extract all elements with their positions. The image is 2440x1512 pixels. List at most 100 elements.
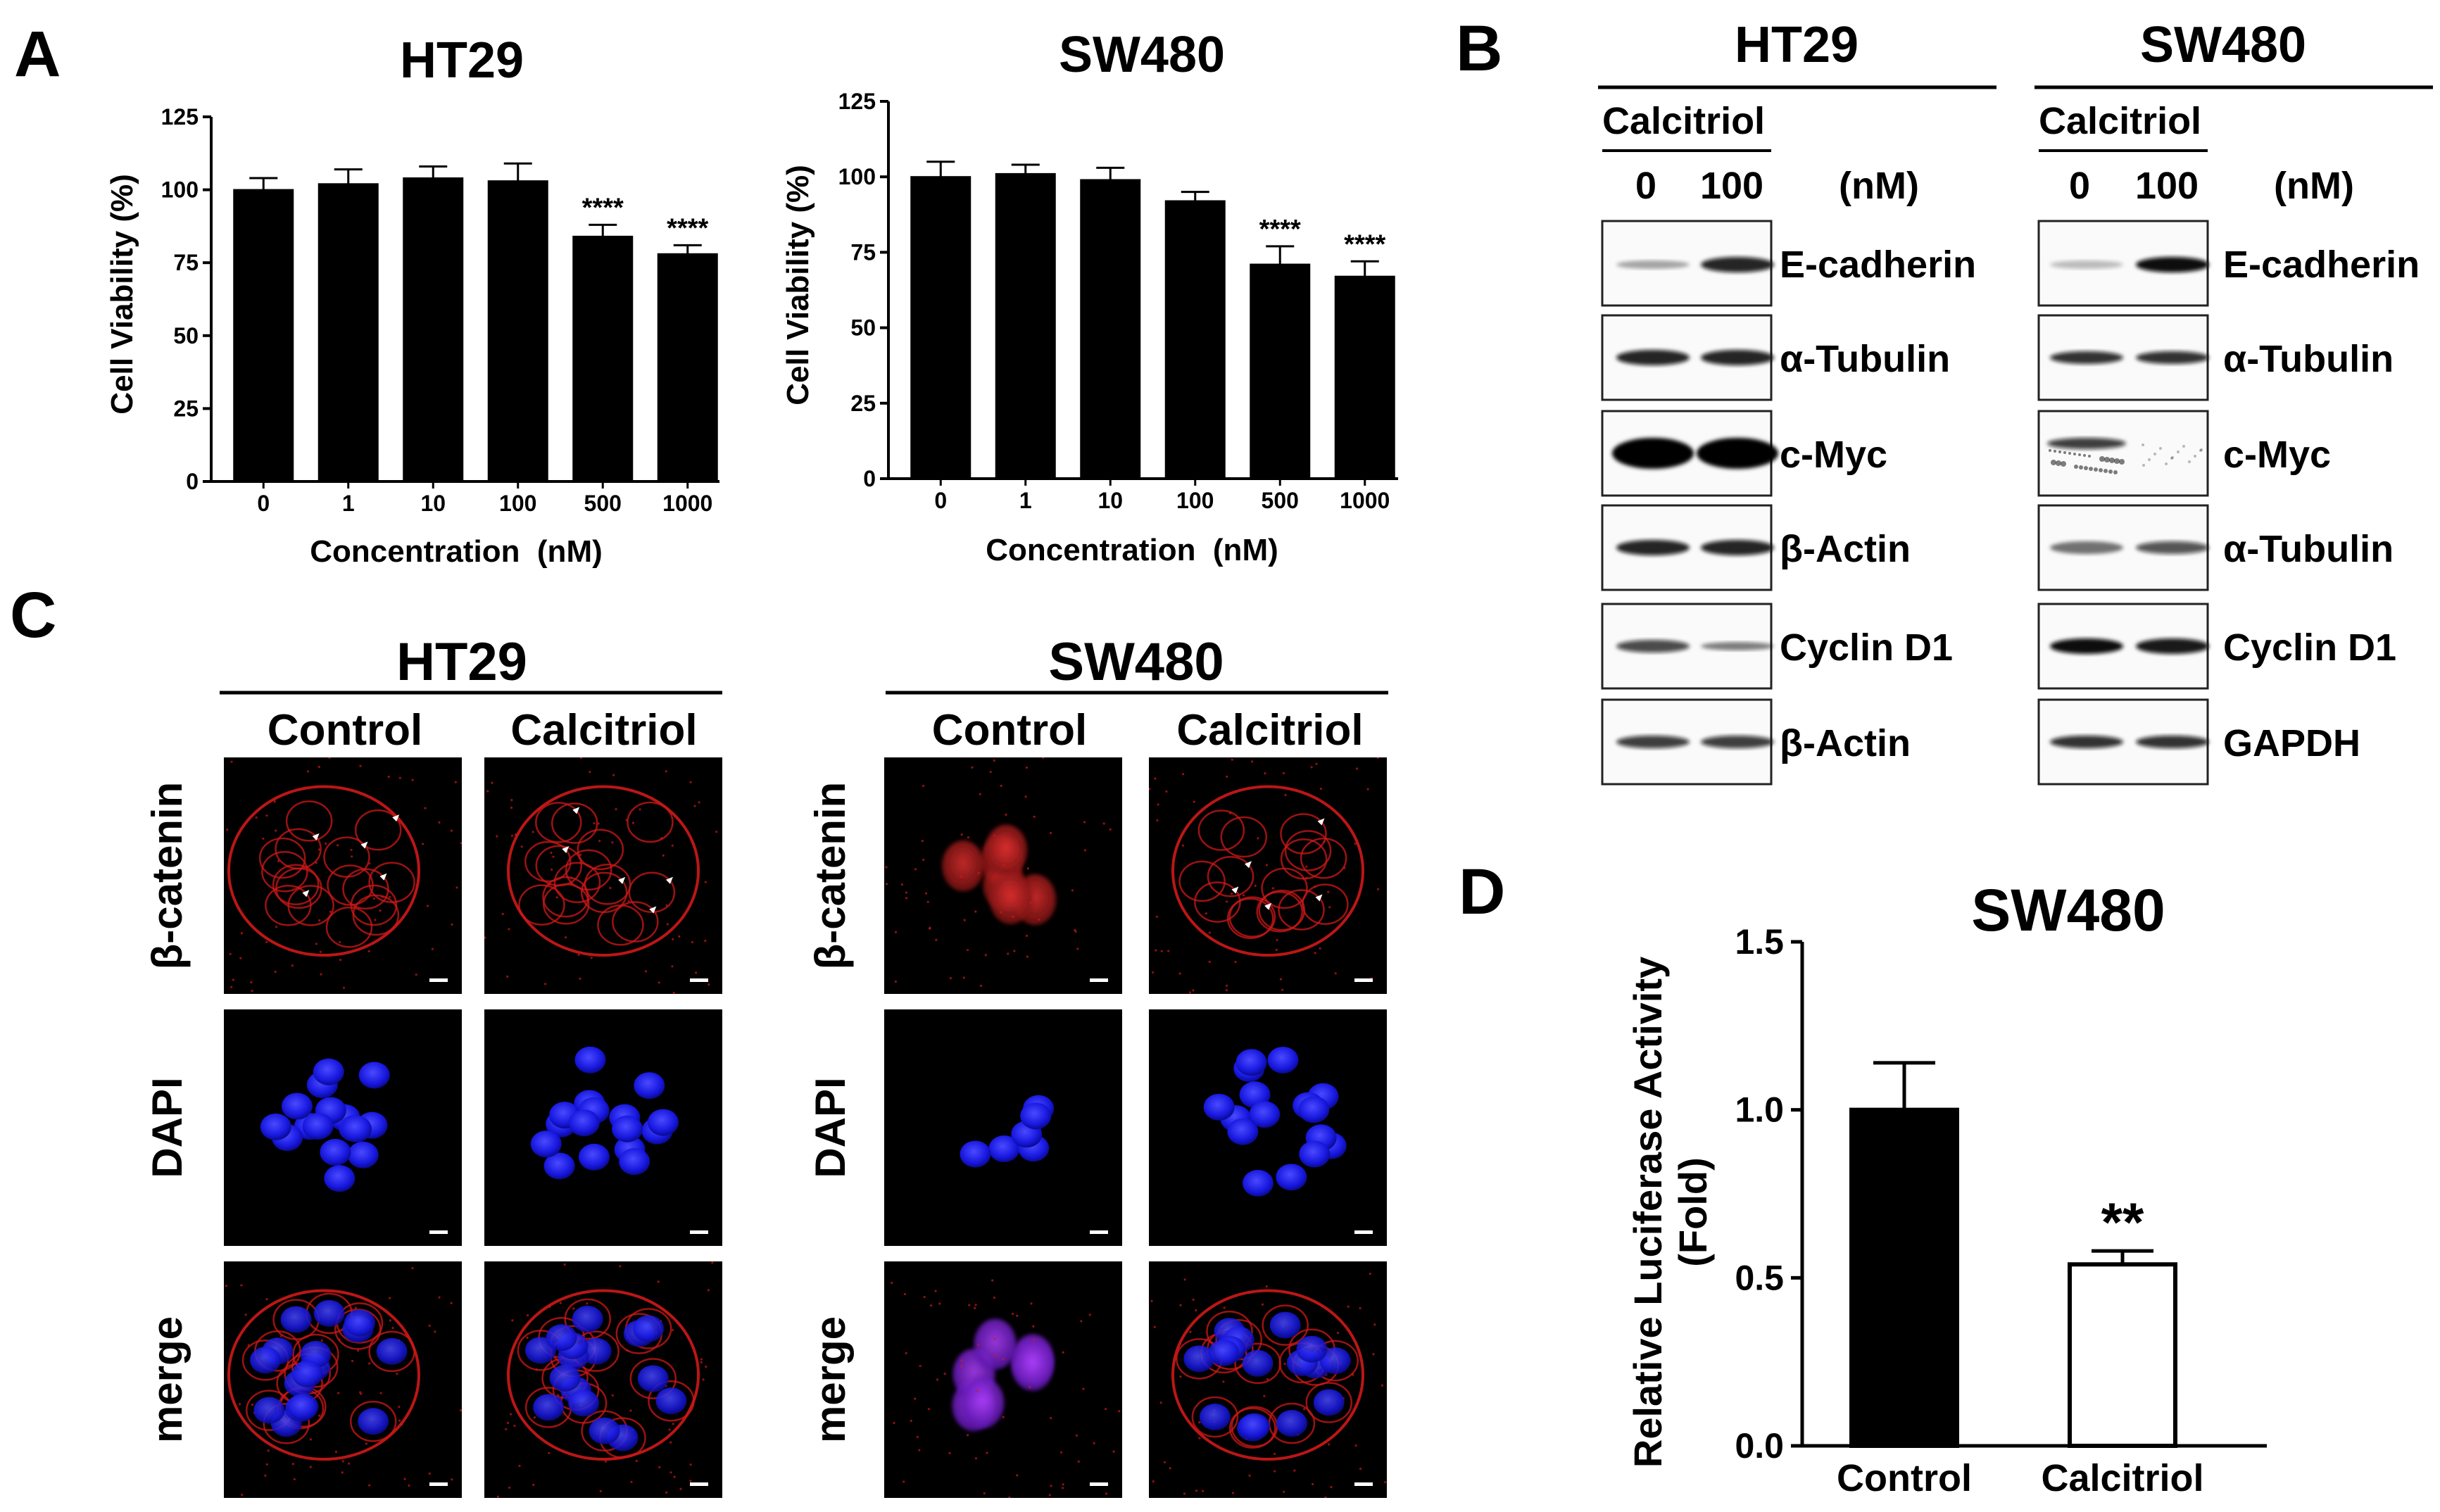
- band: [2136, 351, 2209, 364]
- scale-bar: [429, 1230, 448, 1234]
- micrograph-merge: [224, 1261, 462, 1498]
- chart-title: SW480: [1059, 27, 1225, 83]
- band: [1616, 540, 1690, 555]
- band-speckle: [2094, 467, 2098, 472]
- protein-label: E-cadherin: [2223, 244, 2420, 286]
- micrograph-catenin: [884, 757, 1122, 994]
- blot-frame: [2037, 410, 2209, 497]
- blot-strip: [1601, 698, 1774, 786]
- band-speckle: [2073, 453, 2076, 455]
- band-speckle: [2088, 455, 2091, 458]
- y-tick-label: 50: [850, 315, 876, 341]
- micrograph-dapi: [884, 1009, 1122, 1246]
- band: [1616, 736, 1690, 748]
- blot-group: HT29 Calcitriol 0 100 (nM) E-cadherin α-Tubuli…: [1598, 17, 1996, 786]
- micrograph-background: [1149, 1009, 1387, 1246]
- stain-label: merge: [144, 1316, 191, 1443]
- treatment-label: Calcitriol: [2039, 100, 2201, 142]
- band: [1701, 642, 1774, 650]
- protein-label: E-cadherin: [1780, 244, 1976, 286]
- x-tick-label: 10: [1098, 488, 1123, 513]
- blot-strip: [1601, 603, 1774, 690]
- luciferase-chart: SW480 Relative Luciferase Activity (Fold…: [1625, 877, 2267, 1499]
- bar: [1080, 179, 1141, 479]
- stain-label: β-catenin: [144, 782, 191, 970]
- micrograph-background: [884, 1009, 1122, 1246]
- x-tick-label: 100: [1176, 488, 1214, 513]
- band: [1616, 350, 1690, 365]
- dose-label: 100: [2135, 165, 2199, 207]
- band-speckle: [2142, 443, 2144, 446]
- micrograph-background: [484, 1009, 722, 1246]
- micrograph-background: [884, 1261, 1122, 1498]
- blot-strip: [1601, 504, 1774, 591]
- significance-marker: **: [2101, 1191, 2144, 1253]
- unit-label: (nM): [2274, 165, 2354, 207]
- protein-label: α-Tubulin: [2223, 528, 2394, 570]
- blot-strip: [2037, 698, 2209, 786]
- band-speckle: [2199, 449, 2202, 452]
- bar: [317, 183, 379, 482]
- band: [2050, 541, 2123, 554]
- micrograph-catenin: [224, 757, 462, 994]
- band: [2050, 736, 2123, 748]
- y-tick-label: 100: [838, 164, 876, 189]
- cell-line-title: HT29: [396, 632, 527, 692]
- plot-area: Control ** Calcitriol 0.0 0.5 1.0 1.5: [1735, 922, 2267, 1499]
- y-tick-label: 75: [173, 250, 199, 275]
- western-blot-panel: HT29 Calcitriol 0 100 (nM) E-cadherin α-Tubuli…: [1598, 17, 2433, 786]
- protein-label: GAPDH: [2223, 722, 2360, 764]
- band-speckle: [2108, 470, 2113, 474]
- scale-bar: [1354, 1482, 1373, 1486]
- scale-bar: [690, 1482, 708, 1486]
- micrograph-background: [484, 757, 722, 994]
- band: [2050, 638, 2123, 654]
- band-speckle: [2119, 459, 2125, 465]
- significance-marker: ****: [582, 193, 624, 222]
- band: [2136, 638, 2209, 654]
- y-tick-label: 1.0: [1735, 1090, 1784, 1130]
- band-speckle: [2142, 464, 2145, 467]
- band: [1697, 438, 1778, 469]
- band: [1701, 257, 1774, 272]
- band-speckle: [2182, 445, 2185, 448]
- blot-strip: [1601, 410, 1778, 497]
- scale-bar: [429, 1482, 448, 1486]
- x-tick-label: 500: [584, 491, 622, 516]
- blot-strip: [2037, 504, 2209, 591]
- treatment-label: Calcitriol: [1602, 100, 1765, 142]
- x-tick-label: 0: [257, 491, 270, 516]
- bar: [1164, 200, 1226, 479]
- x-tick-label: 1: [1019, 488, 1032, 513]
- bar: [572, 235, 634, 482]
- band: [1701, 350, 1774, 365]
- y-tick-label: 25: [173, 396, 199, 421]
- significance-marker: ****: [1259, 215, 1301, 244]
- band-speckle: [2099, 456, 2105, 462]
- x-axis-label: Concentration (nM): [310, 534, 603, 569]
- protein-label: α-Tubulin: [2223, 338, 2394, 380]
- band-speckle: [2171, 456, 2174, 459]
- y-axis-label-unit: (Fold): [1671, 1157, 1715, 1266]
- chart-title: HT29: [400, 32, 524, 89]
- blot-strip: [2037, 603, 2209, 690]
- protein-label: β-Actin: [1780, 528, 1911, 570]
- scale-bar: [429, 978, 448, 982]
- band-speckle: [2099, 468, 2103, 472]
- band: [2136, 736, 2209, 748]
- scale-bar: [1090, 1482, 1108, 1486]
- blot-strip: [1601, 220, 1774, 307]
- blot-cell-line-title: HT29: [1735, 17, 1859, 73]
- band-speckle: [2089, 467, 2093, 471]
- dose-label: 0: [2069, 165, 2090, 207]
- band-speckle: [2200, 448, 2203, 451]
- protein-label: Cyclin D1: [2223, 626, 2396, 669]
- y-tick-label: 0.0: [1735, 1426, 1784, 1466]
- y-tick-label: 1.5: [1735, 922, 1784, 962]
- band-speckle: [2084, 466, 2088, 470]
- band-speckle: [2114, 458, 2120, 464]
- band: [1701, 540, 1774, 555]
- band-speckle: [2078, 453, 2081, 456]
- sw480-viability-chart: SW480 Cell Viability (%) Concentration (…: [781, 27, 1398, 567]
